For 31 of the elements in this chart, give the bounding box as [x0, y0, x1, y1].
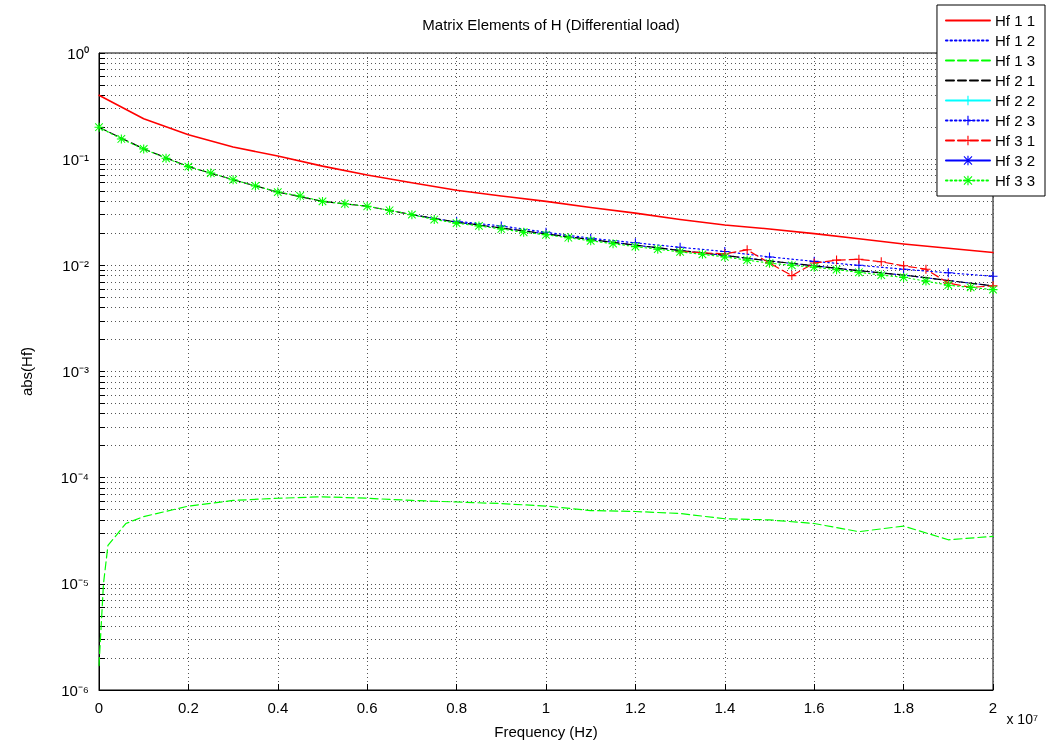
y-tick-label: 10⁻³	[62, 363, 89, 380]
x-tick-label: 1	[541, 699, 551, 716]
y-tick-label: 10⁰	[67, 44, 89, 62]
legend-label: Hf 2 3	[994, 112, 1036, 129]
x-tick-label: 1.6	[803, 699, 825, 716]
x-tick-label: 1.8	[893, 699, 915, 716]
x-tick-label: 0.6	[356, 699, 378, 716]
legend-label: Hf 2 1	[994, 72, 1036, 89]
x-axis-title: Frequency (Hz)	[494, 723, 598, 740]
y-tick-label: 10⁻⁵	[61, 575, 89, 593]
legend-label: Hf 1 2	[994, 32, 1036, 49]
legend-label: Hf 1 3	[994, 52, 1036, 69]
y-axis-title: abs(Hf)	[18, 346, 35, 397]
legend-label: Hf 1 1	[994, 12, 1036, 29]
chart-title: Matrix Elements of H (Differential load)	[422, 16, 680, 33]
x-tick-label: 1.4	[714, 699, 736, 716]
y-tick-label: 10⁻⁴	[60, 469, 89, 487]
y-tick-label: 10⁻⁶	[61, 681, 89, 699]
x-tick-label: 1.2	[624, 699, 646, 716]
x-tick-label: 2	[988, 699, 998, 716]
legend-label: Hf 2 2	[994, 92, 1036, 109]
legend-label: Hf 3 3	[994, 172, 1036, 189]
legend-label: Hf 3 2	[994, 152, 1036, 169]
y-tick-label: 10⁻²	[62, 256, 89, 274]
text: x 10⁷	[1006, 711, 1038, 727]
legend-label: Hf 3 1	[994, 132, 1036, 149]
x-tick-label: 0.4	[267, 699, 289, 716]
x-tick-label: 0.8	[446, 699, 468, 716]
x-tick-label: 0	[94, 699, 104, 716]
x-tick-label: 0.2	[177, 699, 199, 716]
y-tick-label: 10⁻¹	[62, 150, 89, 168]
